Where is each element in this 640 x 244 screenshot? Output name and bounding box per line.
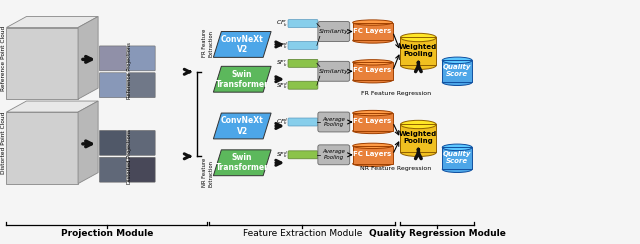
Text: NR Feature
Extraction: NR Feature Extraction [202,158,213,187]
Text: Similarity: Similarity [319,29,349,34]
Ellipse shape [442,57,472,64]
Text: ConvNeXt
V2: ConvNeXt V2 [221,35,264,54]
FancyBboxPatch shape [99,131,126,155]
Polygon shape [6,101,98,112]
Text: Quality Regression Module: Quality Regression Module [369,229,506,238]
Polygon shape [78,101,98,184]
Text: Swin
Transformer: Swin Transformer [216,70,269,89]
Polygon shape [213,150,271,176]
Ellipse shape [353,161,392,166]
Ellipse shape [442,166,472,173]
Text: Reference Point Cloud: Reference Point Cloud [1,26,6,91]
Text: Reference Projections: Reference Projections [127,42,132,99]
Ellipse shape [442,79,472,85]
FancyBboxPatch shape [128,73,155,98]
Text: Feature Extraction Module: Feature Extraction Module [243,229,362,238]
Ellipse shape [353,143,392,149]
Bar [353,113,392,131]
Text: FC Layers: FC Layers [353,67,392,73]
FancyBboxPatch shape [318,145,349,165]
Text: $CF_k^r$: $CF_k^r$ [276,18,288,29]
FancyBboxPatch shape [99,46,126,71]
Text: FR Feature
Extraction: FR Feature Extraction [202,29,213,57]
FancyBboxPatch shape [318,61,349,81]
Ellipse shape [401,61,436,70]
Text: Average
Pooling: Average Pooling [323,117,345,127]
FancyBboxPatch shape [128,157,155,182]
Polygon shape [213,113,271,139]
Ellipse shape [442,144,472,151]
FancyBboxPatch shape [288,81,318,89]
Bar [353,22,392,41]
Bar [353,62,392,80]
FancyBboxPatch shape [288,59,318,67]
Bar [353,22,392,41]
Text: Similarity: Similarity [319,69,349,74]
Text: FC Layers: FC Layers [353,28,392,33]
Polygon shape [213,66,271,92]
FancyBboxPatch shape [288,151,318,159]
Bar [353,146,392,164]
Text: Distorted Projections: Distorted Projections [127,129,132,184]
Bar [442,60,472,82]
Polygon shape [213,31,271,57]
Text: Projection Module: Projection Module [61,229,153,238]
Bar [401,38,436,65]
Polygon shape [6,28,78,99]
FancyBboxPatch shape [99,157,126,182]
FancyBboxPatch shape [99,73,126,98]
Ellipse shape [401,33,436,42]
Bar [401,124,436,152]
Text: $SF_k^d$: $SF_k^d$ [276,149,288,160]
Polygon shape [78,17,98,99]
Ellipse shape [353,20,392,25]
Text: Distorted Point Cloud: Distorted Point Cloud [1,112,6,174]
Text: Quality
Score: Quality Score [443,64,472,77]
Ellipse shape [401,148,436,156]
FancyBboxPatch shape [288,20,318,28]
Text: NR Feature Regression: NR Feature Regression [360,166,431,171]
Bar [353,113,392,131]
FancyBboxPatch shape [128,46,155,71]
Bar [442,147,472,169]
Text: ConvNeXt
V2: ConvNeXt V2 [221,116,264,136]
Ellipse shape [401,120,436,129]
FancyBboxPatch shape [318,112,349,132]
Ellipse shape [353,60,392,65]
Text: $CF_k^d$: $CF_k^d$ [275,117,288,127]
Text: Average
Pooling: Average Pooling [323,149,345,160]
Ellipse shape [353,78,392,83]
Bar [442,60,472,82]
Bar [401,38,436,65]
Text: $SF_k^r$: $SF_k^r$ [276,58,288,69]
Text: FC Layers: FC Layers [353,151,392,157]
Text: Quality
Score: Quality Score [443,151,472,164]
Ellipse shape [353,128,392,134]
Ellipse shape [353,38,392,43]
Text: FR Feature Regression: FR Feature Regression [361,91,431,96]
Bar [442,147,472,169]
Text: $CF_k^d$: $CF_k^d$ [275,40,288,51]
Ellipse shape [353,110,392,116]
Text: Weighted
Pooling: Weighted Pooling [399,44,438,57]
FancyBboxPatch shape [318,21,349,41]
Text: Weighted
Pooling: Weighted Pooling [399,131,438,144]
Text: FC Layers: FC Layers [353,118,392,124]
Bar [353,62,392,80]
FancyBboxPatch shape [288,41,318,50]
Bar [401,124,436,152]
FancyBboxPatch shape [288,118,318,126]
Polygon shape [6,17,98,28]
FancyBboxPatch shape [128,131,155,155]
Bar [353,146,392,164]
Polygon shape [6,112,78,184]
Text: $SF_k^d$: $SF_k^d$ [276,80,288,91]
Text: Swin
Transformer: Swin Transformer [216,153,269,173]
